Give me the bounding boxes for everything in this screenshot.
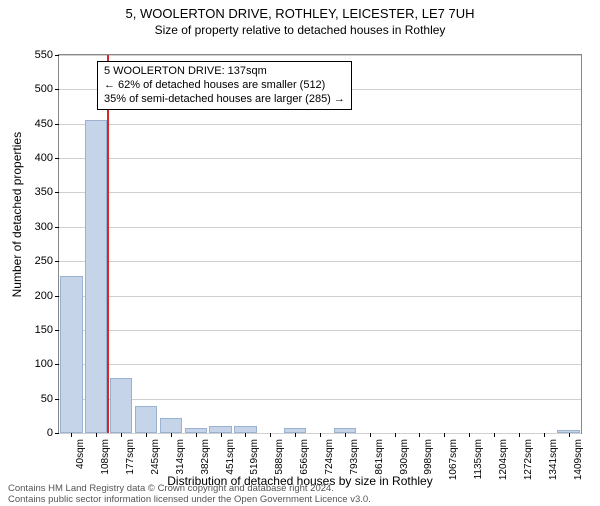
x-tick-label: 108sqm — [100, 439, 111, 475]
x-tick — [395, 433, 396, 437]
x-tick — [121, 433, 122, 437]
x-tick-label: 314sqm — [175, 439, 186, 475]
gridline — [59, 261, 581, 262]
x-tick-label: 177sqm — [125, 439, 136, 475]
plot-area: 05010015020025030035040045050055040sqm10… — [58, 54, 582, 434]
histogram-bar — [234, 426, 256, 433]
histogram-bar — [209, 426, 231, 433]
x-tick — [320, 433, 321, 437]
gridline — [59, 192, 581, 193]
x-tick-label: 519sqm — [249, 439, 260, 475]
y-tick-label: 200 — [35, 290, 53, 302]
y-tick — [55, 192, 59, 193]
x-tick-label: 861sqm — [374, 439, 385, 475]
footer-line1: Contains HM Land Registry data © Crown c… — [8, 484, 371, 494]
x-tick — [469, 433, 470, 437]
x-tick-label: 382sqm — [200, 439, 211, 475]
y-tick-label: 400 — [35, 152, 53, 164]
y-tick — [55, 296, 59, 297]
x-tick — [519, 433, 520, 437]
y-tick-label: 0 — [47, 427, 53, 439]
histogram-bar — [85, 120, 107, 433]
x-tick — [171, 433, 172, 437]
x-tick-label: 656sqm — [299, 439, 310, 475]
footer: Contains HM Land Registry data © Crown c… — [8, 484, 371, 505]
x-tick — [146, 433, 147, 437]
annotation-box: 5 WOOLERTON DRIVE: 137sqm ← 62% of detac… — [97, 61, 352, 110]
histogram-bar — [160, 418, 182, 433]
x-tick-label: 793sqm — [349, 439, 360, 475]
gridline — [59, 158, 581, 159]
y-tick-label: 350 — [35, 186, 53, 198]
x-tick — [71, 433, 72, 437]
x-tick — [96, 433, 97, 437]
histogram-bar — [110, 378, 132, 433]
y-tick-label: 100 — [35, 358, 53, 370]
gridline — [59, 55, 581, 56]
y-tick — [55, 261, 59, 262]
gridline — [59, 330, 581, 331]
x-tick — [444, 433, 445, 437]
annotation-line2: ← 62% of detached houses are smaller (51… — [104, 79, 345, 93]
x-tick — [295, 433, 296, 437]
chart-title: 5, WOOLERTON DRIVE, ROTHLEY, LEICESTER, … — [0, 6, 600, 21]
x-tick-label: 930sqm — [399, 439, 410, 475]
gridline — [59, 296, 581, 297]
y-tick-label: 300 — [35, 221, 53, 233]
y-tick-label: 450 — [35, 118, 53, 130]
y-tick-label: 550 — [35, 49, 53, 61]
histogram-bar — [135, 406, 157, 433]
y-tick — [55, 330, 59, 331]
y-tick — [55, 399, 59, 400]
gridline — [59, 227, 581, 228]
x-tick — [419, 433, 420, 437]
annotation-line3: 35% of semi-detached houses are larger (… — [104, 93, 345, 107]
y-tick — [55, 158, 59, 159]
x-tick-label: 588sqm — [274, 439, 285, 475]
chart-container: 5, WOOLERTON DRIVE, ROTHLEY, LEICESTER, … — [0, 6, 600, 506]
x-tick — [196, 433, 197, 437]
x-tick — [370, 433, 371, 437]
y-tick — [55, 227, 59, 228]
gridline — [59, 399, 581, 400]
x-tick-label: 724sqm — [324, 439, 335, 475]
histogram-bar — [60, 276, 82, 433]
y-tick-label: 150 — [35, 324, 53, 336]
gridline — [59, 364, 581, 365]
x-tick — [494, 433, 495, 437]
chart-subtitle: Size of property relative to detached ho… — [0, 23, 600, 37]
gridline — [59, 124, 581, 125]
x-tick — [270, 433, 271, 437]
property-marker-line — [107, 55, 109, 433]
y-tick-label: 50 — [41, 393, 53, 405]
x-tick-label: 245sqm — [150, 439, 161, 475]
x-tick — [221, 433, 222, 437]
y-axis-label: Number of detached properties — [10, 132, 24, 297]
x-tick-label: 451sqm — [225, 439, 236, 475]
x-tick — [569, 433, 570, 437]
x-tick-label: 40sqm — [75, 439, 86, 469]
y-tick — [55, 433, 59, 434]
y-tick — [55, 124, 59, 125]
x-tick-label: 998sqm — [423, 439, 434, 475]
y-tick-label: 250 — [35, 255, 53, 267]
x-tick — [245, 433, 246, 437]
y-tick — [55, 55, 59, 56]
y-tick — [55, 364, 59, 365]
annotation-line1: 5 WOOLERTON DRIVE: 137sqm — [104, 65, 345, 79]
x-tick — [544, 433, 545, 437]
y-tick-label: 500 — [35, 83, 53, 95]
y-tick — [55, 89, 59, 90]
x-tick — [345, 433, 346, 437]
